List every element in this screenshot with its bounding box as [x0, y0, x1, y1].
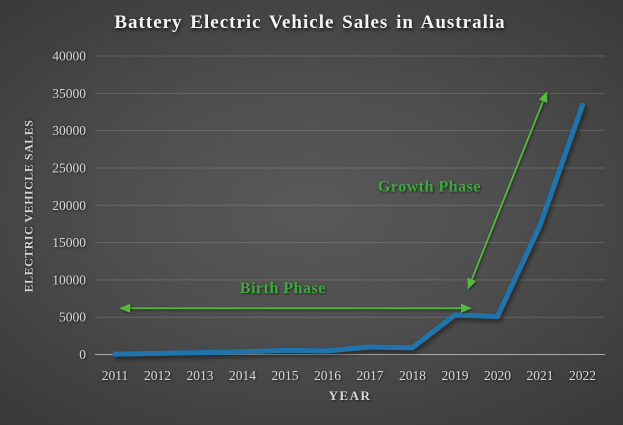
y-tick-label: 5000 [59, 310, 86, 325]
x-tick-label: 2020 [484, 368, 511, 383]
y-tick-label: 0 [79, 347, 86, 362]
x-tick-label: 2018 [399, 368, 426, 383]
birth-phase-arrowhead [461, 303, 472, 313]
y-tick-label: 15000 [52, 235, 86, 250]
x-tick-label: 2011 [102, 368, 129, 383]
birth-phase-label: Birth Phase [240, 280, 326, 297]
y-tick-label: 35000 [52, 86, 86, 101]
y-tick-label: 40000 [52, 49, 86, 64]
x-tick-label: 2012 [144, 368, 171, 383]
sales-line [112, 102, 585, 357]
y-tick-label: 25000 [52, 160, 86, 175]
y-tick-label: 30000 [52, 123, 86, 138]
x-tick-label: 2017 [357, 368, 384, 383]
x-tick-label: 2019 [442, 368, 469, 383]
x-tick-label: 2016 [314, 368, 341, 383]
y-tick-label: 20000 [52, 198, 86, 213]
x-tick-label: 2021 [527, 368, 554, 383]
chart-title: Battery Electric Vehicle Sales in Austra… [114, 12, 506, 33]
x-axis-title: YEAR [328, 388, 372, 403]
x-tick-label: 2015 [272, 368, 299, 383]
growth-phase-label: Growth Phase [378, 179, 481, 196]
growth-phase-arrow [469, 98, 546, 283]
x-tick-label: 2013 [187, 368, 214, 383]
growth-phase-arrowhead [538, 91, 548, 103]
birth-phase-arrowhead [119, 303, 131, 313]
y-axis-title: ELECTRIC VEHICLE SALES [21, 119, 36, 293]
x-tick-label: 2014 [229, 368, 256, 383]
y-tick-label: 10000 [52, 272, 86, 287]
growth-phase-arrowhead [467, 277, 477, 290]
x-tick-label: 2022 [569, 368, 596, 383]
